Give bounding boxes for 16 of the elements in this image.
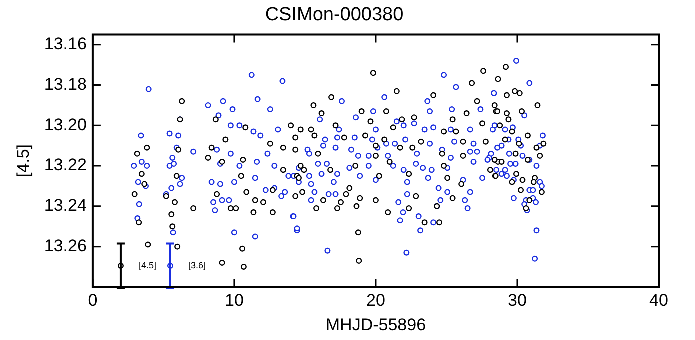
y-tick-label: 13.20	[44, 115, 87, 134]
y-tick-label: 13.18	[44, 74, 87, 94]
x-axis-title: MHJD-55896	[326, 315, 426, 334]
x-tick-label: 0	[88, 291, 98, 310]
chart-title: CSIMon-000380	[265, 4, 404, 26]
y-axis-title: [4.5]	[14, 144, 33, 178]
x-tick-label: 30	[508, 291, 527, 310]
x-tick-label: 10	[224, 291, 244, 310]
y-tick-label: 13.24	[44, 196, 87, 216]
x-tick-label: 20	[366, 291, 386, 310]
y-tick-label: 13.26	[44, 236, 87, 256]
annotation: [4.5]	[138, 260, 156, 270]
annotation: [3.6]	[188, 260, 206, 270]
y-tick-label: 13.16	[44, 34, 87, 54]
y-tick-label: 13.22	[44, 156, 87, 175]
x-tick-label: 40	[650, 291, 668, 310]
